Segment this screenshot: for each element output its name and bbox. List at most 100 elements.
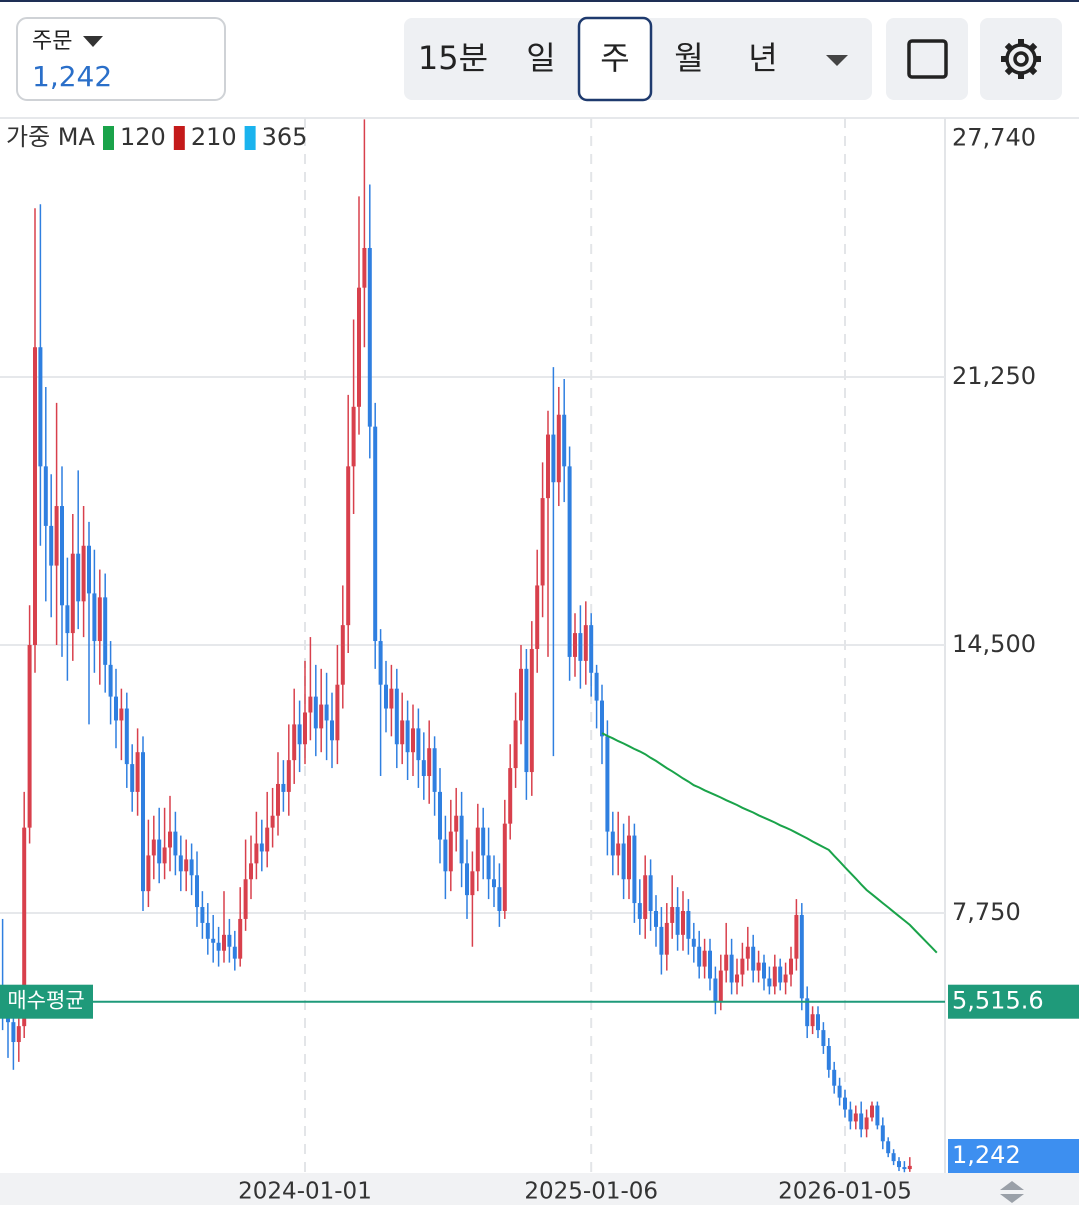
candle-body bbox=[902, 1167, 907, 1170]
candle-body bbox=[594, 672, 599, 701]
candle-body bbox=[610, 831, 615, 856]
candle-body bbox=[411, 728, 415, 753]
period-tab[interactable]: 일 bbox=[526, 39, 555, 77]
candle-body bbox=[27, 645, 32, 828]
candle-body bbox=[805, 998, 810, 1027]
candle-body bbox=[232, 946, 237, 959]
candle-body bbox=[843, 1097, 847, 1110]
candle-body bbox=[799, 914, 804, 999]
settings-button[interactable] bbox=[980, 18, 1062, 100]
candle-body bbox=[627, 835, 631, 880]
candle-body bbox=[810, 1014, 815, 1027]
candle-body bbox=[540, 498, 545, 586]
header-divider bbox=[0, 117, 1079, 119]
candle-body bbox=[308, 696, 313, 713]
candle-body bbox=[238, 918, 243, 959]
ma-legend-label: 가중 MA bbox=[6, 123, 95, 151]
candle-body bbox=[124, 708, 129, 765]
candle-body bbox=[762, 962, 766, 979]
candle-body bbox=[351, 406, 356, 467]
candle-body bbox=[664, 922, 669, 955]
candle-body bbox=[427, 748, 432, 777]
candle-body bbox=[108, 664, 113, 697]
y-tick-label: 14,500 bbox=[952, 630, 1036, 658]
current-price-label: 1,242 bbox=[952, 1141, 1021, 1169]
candle-body bbox=[162, 847, 167, 864]
candle-body bbox=[195, 875, 199, 908]
candle-body bbox=[583, 625, 588, 661]
candle-body bbox=[249, 863, 253, 880]
candle-body bbox=[103, 597, 108, 665]
candle-body bbox=[745, 946, 750, 959]
candle-body bbox=[297, 724, 302, 745]
candle-body bbox=[465, 863, 469, 896]
candle-body bbox=[222, 934, 226, 951]
candle-body bbox=[789, 958, 793, 975]
candle-body bbox=[513, 720, 518, 769]
candle-body bbox=[227, 934, 232, 947]
candle-body bbox=[135, 752, 140, 792]
candle-body bbox=[459, 815, 464, 864]
candle-body bbox=[87, 545, 91, 594]
candle-body bbox=[281, 783, 286, 792]
candle-body bbox=[519, 668, 523, 721]
more-periods[interactable] bbox=[826, 55, 848, 66]
candle-body bbox=[891, 1153, 896, 1162]
candle-body bbox=[60, 506, 64, 606]
layout-button[interactable] bbox=[886, 18, 968, 100]
scale-handle[interactable] bbox=[1000, 1181, 1024, 1203]
x-axis-band bbox=[0, 1173, 1079, 1205]
candle-body bbox=[475, 827, 480, 872]
candle-body bbox=[821, 1030, 826, 1046]
candle-body bbox=[718, 970, 723, 1003]
candle-body bbox=[735, 974, 739, 983]
candle-body bbox=[276, 783, 280, 816]
order-value: 1,242 bbox=[32, 60, 112, 93]
max-price-label: 27,740 bbox=[952, 123, 1036, 151]
candle-body bbox=[184, 859, 189, 872]
candle-body bbox=[216, 942, 221, 951]
candle-body bbox=[157, 839, 162, 864]
candle-body bbox=[151, 839, 156, 856]
ma-line bbox=[601, 732, 938, 954]
candle-body bbox=[551, 434, 556, 483]
candle-body bbox=[621, 843, 626, 880]
candle-body bbox=[49, 525, 54, 566]
y-tick-label: 7,750 bbox=[952, 898, 1021, 926]
candle-body bbox=[81, 545, 86, 602]
candle-body bbox=[880, 1125, 885, 1142]
candle-body bbox=[54, 506, 59, 566]
candle-body bbox=[394, 688, 399, 745]
ma-legend-entry: 365 bbox=[262, 123, 308, 151]
candle-body bbox=[870, 1105, 874, 1118]
candle-body bbox=[346, 466, 351, 626]
period-tab[interactable]: 년 bbox=[748, 39, 777, 77]
candle-body bbox=[438, 791, 442, 840]
candle-body bbox=[22, 827, 27, 1027]
candle-body bbox=[265, 827, 270, 852]
candle-body bbox=[330, 720, 334, 741]
candle-body bbox=[497, 887, 502, 912]
period-tab[interactable]: 월 bbox=[674, 39, 703, 77]
candle-body bbox=[524, 668, 529, 773]
candle-body bbox=[114, 696, 118, 721]
candle-body bbox=[767, 978, 772, 987]
order-box[interactable] bbox=[16, 17, 226, 101]
candle-body bbox=[146, 855, 151, 892]
candle-body bbox=[292, 724, 297, 761]
ma-legend-swatch bbox=[244, 126, 256, 150]
period-tab[interactable]: 주 bbox=[600, 39, 629, 77]
candle-body bbox=[816, 1014, 820, 1031]
candle-body bbox=[907, 1165, 912, 1170]
candle-body bbox=[43, 466, 48, 526]
candle-body bbox=[567, 466, 572, 657]
candle-body bbox=[470, 871, 475, 896]
average-price-value: 5,515.6 bbox=[952, 987, 1044, 1015]
candle-body bbox=[670, 907, 675, 923]
candle-body bbox=[794, 914, 799, 959]
period-tab[interactable]: 15분 bbox=[418, 39, 488, 77]
candle-body bbox=[211, 938, 216, 943]
candle-body bbox=[740, 958, 745, 975]
candle-body bbox=[286, 760, 291, 792]
candle-body bbox=[324, 704, 329, 721]
